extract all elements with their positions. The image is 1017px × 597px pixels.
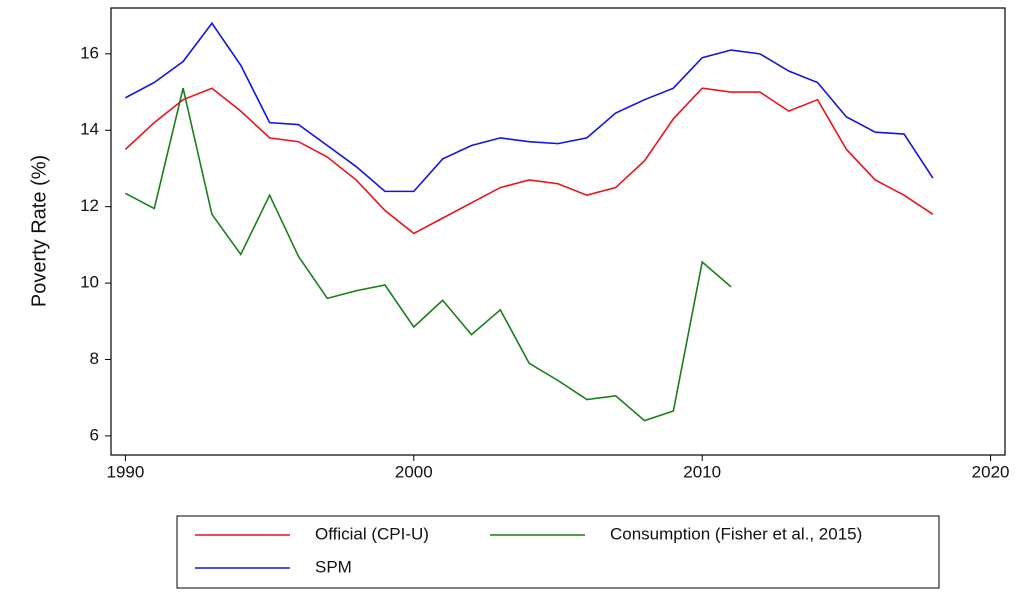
x-tick-label: 2000 — [395, 462, 433, 481]
series-line — [125, 88, 732, 422]
y-tick-label: 16 — [80, 43, 99, 62]
y-axis-label: Poverty Rate (%) — [28, 155, 50, 307]
y-tick-label: 10 — [80, 273, 99, 292]
x-tick-label: 2020 — [972, 462, 1010, 481]
legend-label: SPM — [315, 557, 352, 576]
x-tick-label: 2010 — [683, 462, 721, 481]
legend-label: Consumption (Fisher et al., 2015) — [610, 524, 862, 543]
series-line — [124, 87, 934, 235]
plot-frame — [110, 7, 1006, 456]
y-tick-label: 12 — [80, 196, 99, 215]
y-tick-label: 6 — [90, 425, 99, 444]
y-tick-label: 14 — [80, 120, 99, 139]
series-line — [125, 21, 934, 193]
legend-box — [176, 515, 940, 589]
y-tick-label: 8 — [90, 349, 99, 368]
legend-label: Official (CPI-U) — [315, 524, 429, 543]
x-tick-label: 1990 — [107, 462, 145, 481]
